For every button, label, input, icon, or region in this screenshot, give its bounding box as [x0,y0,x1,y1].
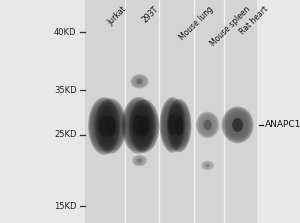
Ellipse shape [160,97,185,153]
Ellipse shape [96,110,112,142]
Ellipse shape [99,105,122,147]
Ellipse shape [92,103,117,149]
Ellipse shape [132,155,147,166]
Ellipse shape [170,106,188,145]
Text: 40KD: 40KD [54,28,76,37]
Ellipse shape [132,105,156,147]
Ellipse shape [137,158,142,163]
Ellipse shape [96,100,125,152]
Ellipse shape [201,161,214,170]
Ellipse shape [198,113,218,136]
Ellipse shape [204,120,212,130]
Ellipse shape [168,101,190,151]
Ellipse shape [124,101,153,150]
Ellipse shape [130,101,158,151]
Ellipse shape [135,78,144,85]
Ellipse shape [168,114,177,135]
Ellipse shape [139,116,149,136]
Ellipse shape [94,98,126,154]
Ellipse shape [131,103,157,149]
Ellipse shape [199,114,217,136]
Text: ANAPC10: ANAPC10 [265,120,300,129]
Ellipse shape [199,115,216,135]
Text: 35KD: 35KD [54,86,76,95]
Ellipse shape [130,110,147,141]
Ellipse shape [130,74,149,89]
Ellipse shape [196,112,219,138]
Ellipse shape [98,104,123,148]
Ellipse shape [97,102,124,150]
Ellipse shape [230,115,245,135]
Text: Mouse lung: Mouse lung [178,4,215,42]
Ellipse shape [166,110,179,140]
Text: 293T: 293T [140,4,160,24]
Ellipse shape [226,111,249,138]
Ellipse shape [103,111,118,141]
Ellipse shape [225,110,250,140]
Ellipse shape [160,99,184,151]
Ellipse shape [89,99,119,153]
Ellipse shape [133,115,144,136]
Ellipse shape [105,116,116,136]
Ellipse shape [169,104,189,147]
Ellipse shape [169,102,190,149]
Ellipse shape [202,118,213,132]
Ellipse shape [175,116,183,136]
Ellipse shape [224,109,251,141]
Ellipse shape [123,99,154,152]
Ellipse shape [131,75,148,88]
Ellipse shape [164,104,181,145]
Ellipse shape [132,76,147,87]
Ellipse shape [162,103,183,147]
Ellipse shape [133,106,155,146]
Ellipse shape [133,156,146,165]
Ellipse shape [91,101,118,151]
Text: 25KD: 25KD [54,130,76,139]
Ellipse shape [161,101,184,149]
Ellipse shape [129,99,159,153]
Text: 15KD: 15KD [54,202,76,211]
Ellipse shape [99,115,110,137]
Ellipse shape [132,75,147,88]
Text: Mouse spleen: Mouse spleen [208,4,252,48]
Ellipse shape [136,79,143,84]
Ellipse shape [197,112,218,137]
Ellipse shape [223,108,252,142]
Ellipse shape [201,161,214,170]
Ellipse shape [122,97,155,154]
Ellipse shape [173,111,185,140]
Ellipse shape [88,97,120,155]
Ellipse shape [202,161,213,170]
Ellipse shape [136,112,152,140]
Ellipse shape [93,105,116,147]
Ellipse shape [222,106,253,143]
Text: Rat heart: Rat heart [238,4,270,36]
Bar [85,0,256,223]
Ellipse shape [134,156,146,165]
Ellipse shape [127,104,151,146]
Ellipse shape [167,99,191,152]
Ellipse shape [205,164,210,167]
Ellipse shape [125,103,152,148]
Ellipse shape [232,118,243,132]
Ellipse shape [132,155,147,166]
Text: Jurkat: Jurkat [106,4,129,27]
